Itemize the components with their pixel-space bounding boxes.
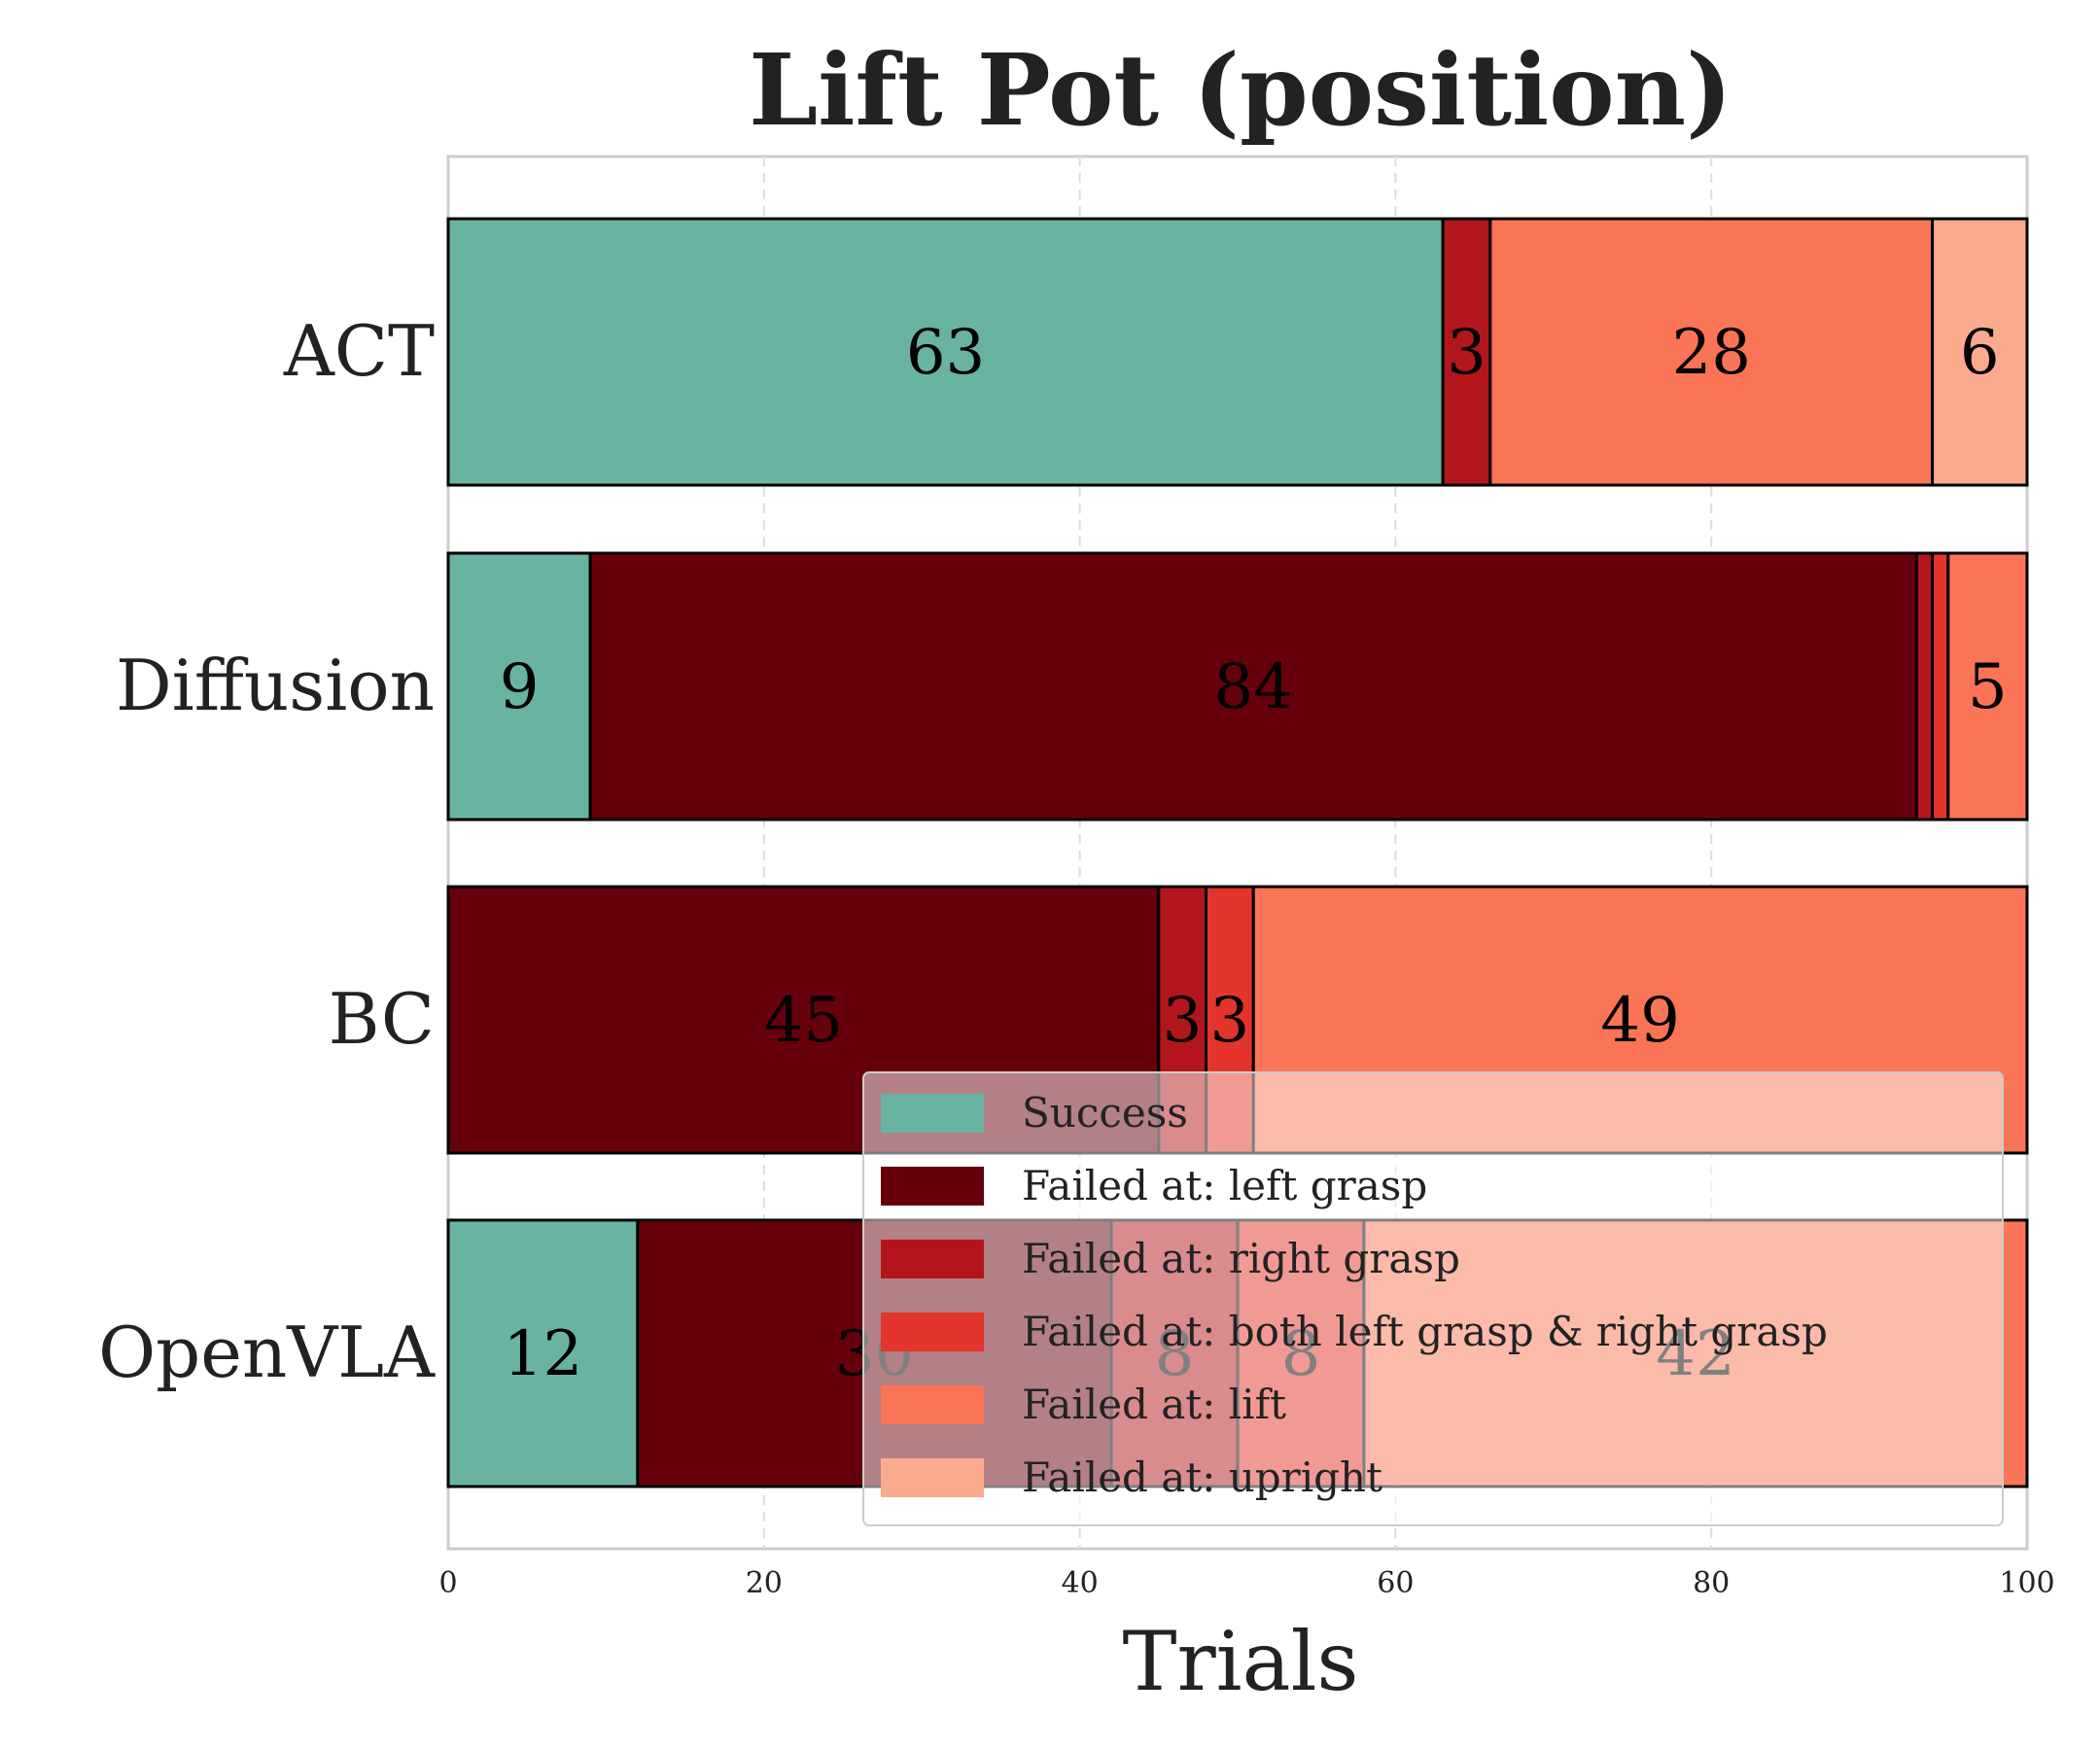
legend-label: Failed at: left grasp [1022, 1162, 1427, 1209]
legend-box [862, 1071, 2004, 1526]
legend-swatch [881, 1240, 984, 1278]
bars-group [446, 217, 2029, 1488]
bar-segment [1914, 551, 1935, 822]
bar-segment [446, 217, 1445, 487]
chart-title: Lift Pot (position) [749, 32, 1732, 148]
bar-value-label: 5 [1968, 651, 2008, 723]
bar-value-label: 84 [1214, 651, 1293, 723]
bar-value-label: 63 [906, 317, 985, 389]
legend-items: Success Failed at: left grasp Failed at: r… [881, 1089, 1828, 1501]
bar-value-label: 12 [504, 1318, 582, 1390]
legend-label: Failed at: right grasp [1022, 1235, 1460, 1282]
legend-label: Failed at: both left grasp & right grasp [1022, 1308, 1828, 1355]
bar-segment [1488, 217, 1935, 487]
x-axis-label: Trials [1122, 1614, 1358, 1709]
bar-segment [1931, 551, 1950, 822]
category-labels: ACT Diffusion BC OpenVLA [98, 310, 436, 1393]
bar-value-label: 3 [1210, 985, 1250, 1057]
x-tick-label: 40 [1062, 1566, 1099, 1600]
bar-segment [1931, 217, 2029, 487]
legend-swatch [881, 1312, 984, 1351]
legend-label: Failed at: lift [1022, 1381, 1286, 1428]
bar-value-label: 3 [1447, 317, 1487, 389]
bar-segment [588, 551, 1918, 822]
category-label: BC [329, 978, 435, 1060]
bar-value-label: 9 [500, 651, 540, 723]
category-label: OpenVLA [98, 1312, 436, 1393]
x-tick-label: 20 [746, 1566, 783, 1600]
bar-value-label: 45 [764, 985, 843, 1057]
x-tick-label: 60 [1377, 1566, 1414, 1600]
x-tick-label: 80 [1693, 1566, 1730, 1600]
legend-swatch [881, 1094, 984, 1133]
legend-swatch [881, 1167, 984, 1206]
bar-segment [446, 551, 592, 822]
x-tick-label: 0 [438, 1566, 457, 1600]
x-axis-ticks: 0 20 40 60 80 100 [438, 1566, 2054, 1600]
legend-swatch [881, 1385, 984, 1424]
bar-value-label: 6 [1960, 317, 2000, 389]
legend-swatch [881, 1458, 984, 1497]
bar-segment [446, 1218, 640, 1488]
category-label: ACT [283, 310, 435, 392]
legend-label: Failed at: upright [1022, 1453, 1382, 1501]
bar-segment [1441, 217, 1492, 487]
bar-segment [1946, 551, 2029, 822]
x-tick-label: 100 [1999, 1566, 2054, 1600]
bar-value-label: 3 [1163, 985, 1203, 1057]
bar-value-label: 28 [1671, 317, 1750, 389]
bar-value-label: 49 [1600, 985, 1679, 1057]
category-label: Diffusion [116, 645, 435, 726]
legend-label: Success [1022, 1089, 1188, 1137]
legend: Success Failed at: left grasp Failed at: r… [862, 1071, 2004, 1526]
